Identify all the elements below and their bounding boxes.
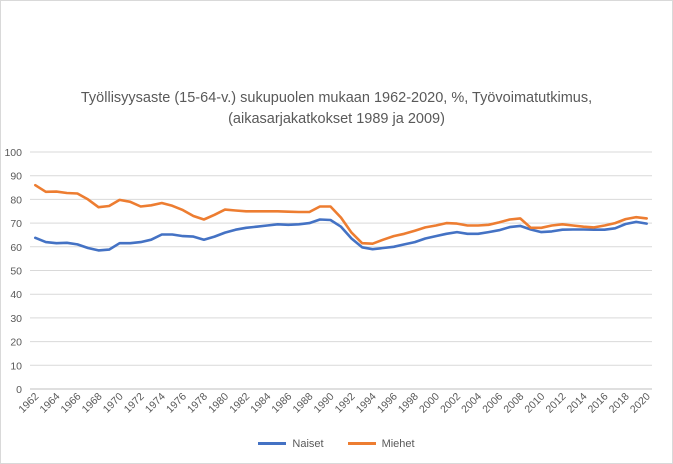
x-tick-label: 2020 [628, 391, 653, 416]
x-tick-label: 1966 [59, 391, 84, 416]
legend-label: Naiset [292, 437, 324, 450]
y-tick-label: 40 [10, 289, 22, 301]
x-tick-label: 2004 [459, 391, 484, 416]
x-tick-label: 1976 [164, 391, 189, 416]
y-tick-label: 50 [10, 266, 22, 278]
y-tick-label: 100 [4, 147, 22, 159]
x-tick-label: 2010 [522, 391, 547, 416]
x-axis-ticks: 1962196419661968197019721974197619781980… [16, 391, 653, 416]
legend-swatch [347, 442, 376, 445]
x-tick-label: 1998 [396, 391, 421, 416]
x-tick-label: 2012 [544, 391, 569, 416]
x-tick-label: 1992 [333, 391, 358, 416]
legend-item-miehet: Miehet [347, 437, 415, 450]
x-tick-label: 1978 [185, 391, 210, 416]
x-tick-label: 2000 [417, 391, 442, 416]
y-tick-label: 80 [10, 194, 22, 206]
x-tick-label: 1972 [122, 391, 147, 416]
y-tick-label: 0 [16, 384, 22, 396]
legend-swatch [258, 442, 287, 445]
chart-subtitle: (aikasarjakatkokset 1989 ja 2009) [228, 111, 445, 127]
legend-item-naiset: Naiset [258, 437, 324, 450]
y-tick-label: 60 [10, 242, 22, 254]
x-tick-label: 1984 [248, 391, 273, 416]
x-tick-label: 1982 [227, 391, 252, 416]
chart-title: Työllisyysaste (15-64-v.) sukupuolen muk… [80, 90, 593, 106]
x-tick-label: 2016 [586, 391, 611, 416]
x-tick-label: 1994 [354, 391, 379, 416]
x-tick-label: 1970 [101, 391, 126, 416]
y-axis-ticks: 0 10 20 30 40 50 60 70 80 90 100 [4, 147, 22, 396]
x-tick-label: 1990 [312, 391, 337, 416]
legend: Naiset Miehet [0, 436, 673, 450]
x-tick-label: 1964 [37, 391, 62, 416]
gridlines [30, 151, 652, 390]
legend-label: Miehet [381, 437, 415, 450]
x-tick-label: 2014 [565, 391, 590, 416]
x-tick-label: 1968 [80, 391, 105, 416]
series-line-naiset [33, 218, 649, 252]
y-tick-label: 90 [10, 171, 22, 183]
x-tick-label: 2018 [607, 391, 632, 416]
y-tick-label: 70 [10, 218, 22, 230]
y-tick-label: 30 [10, 313, 22, 325]
chart-title-block: Työllisyysaste (15-64-v.) sukupuolen muk… [0, 88, 673, 130]
x-tick-label: 1988 [290, 391, 315, 416]
x-tick-label: 1996 [375, 391, 400, 416]
y-tick-label: 10 [10, 360, 22, 372]
x-tick-label: 1986 [269, 391, 294, 416]
x-tick-label: 1980 [206, 391, 231, 416]
x-tick-label: 2008 [501, 391, 526, 416]
y-tick-label: 20 [10, 337, 22, 349]
series-lines [33, 183, 649, 252]
x-tick-label: 1974 [143, 391, 168, 416]
x-tick-label: 2002 [438, 391, 463, 416]
series-line-miehet [33, 183, 649, 245]
x-tick-label: 2006 [480, 391, 505, 416]
